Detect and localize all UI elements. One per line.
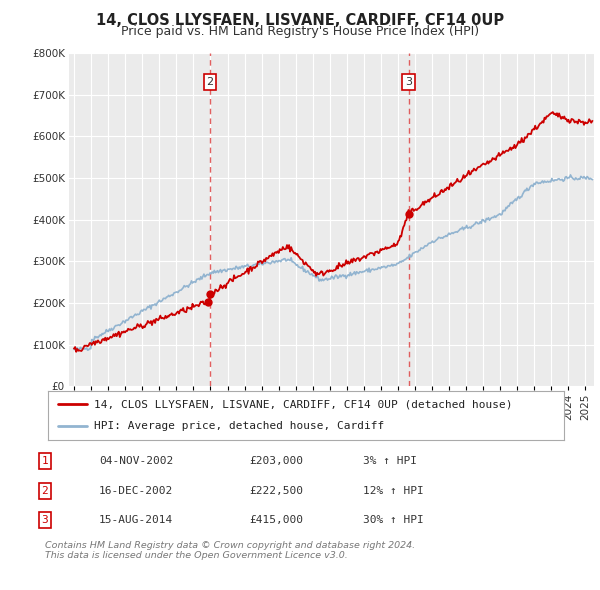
Text: 12% ↑ HPI: 12% ↑ HPI: [363, 486, 424, 496]
Text: £203,000: £203,000: [249, 457, 303, 466]
Text: 3: 3: [405, 77, 412, 87]
Text: This data is licensed under the Open Government Licence v3.0.: This data is licensed under the Open Gov…: [45, 552, 348, 560]
Text: HPI: Average price, detached house, Cardiff: HPI: Average price, detached house, Card…: [94, 421, 385, 431]
Text: 14, CLOS LLYSFAEN, LISVANE, CARDIFF, CF14 0UP: 14, CLOS LLYSFAEN, LISVANE, CARDIFF, CF1…: [96, 13, 504, 28]
Text: 3: 3: [41, 516, 49, 525]
Text: 2: 2: [206, 77, 214, 87]
Text: 1: 1: [41, 457, 49, 466]
Text: 2: 2: [41, 486, 49, 496]
Text: £222,500: £222,500: [249, 486, 303, 496]
Text: Contains HM Land Registry data © Crown copyright and database right 2024.: Contains HM Land Registry data © Crown c…: [45, 541, 415, 550]
Text: 3% ↑ HPI: 3% ↑ HPI: [363, 457, 417, 466]
Text: 30% ↑ HPI: 30% ↑ HPI: [363, 516, 424, 525]
Text: £415,000: £415,000: [249, 516, 303, 525]
Text: 04-NOV-2002: 04-NOV-2002: [99, 457, 173, 466]
Text: Price paid vs. HM Land Registry's House Price Index (HPI): Price paid vs. HM Land Registry's House …: [121, 25, 479, 38]
Text: 16-DEC-2002: 16-DEC-2002: [99, 486, 173, 496]
Text: 14, CLOS LLYSFAEN, LISVANE, CARDIFF, CF14 0UP (detached house): 14, CLOS LLYSFAEN, LISVANE, CARDIFF, CF1…: [94, 399, 513, 409]
Text: 15-AUG-2014: 15-AUG-2014: [99, 516, 173, 525]
